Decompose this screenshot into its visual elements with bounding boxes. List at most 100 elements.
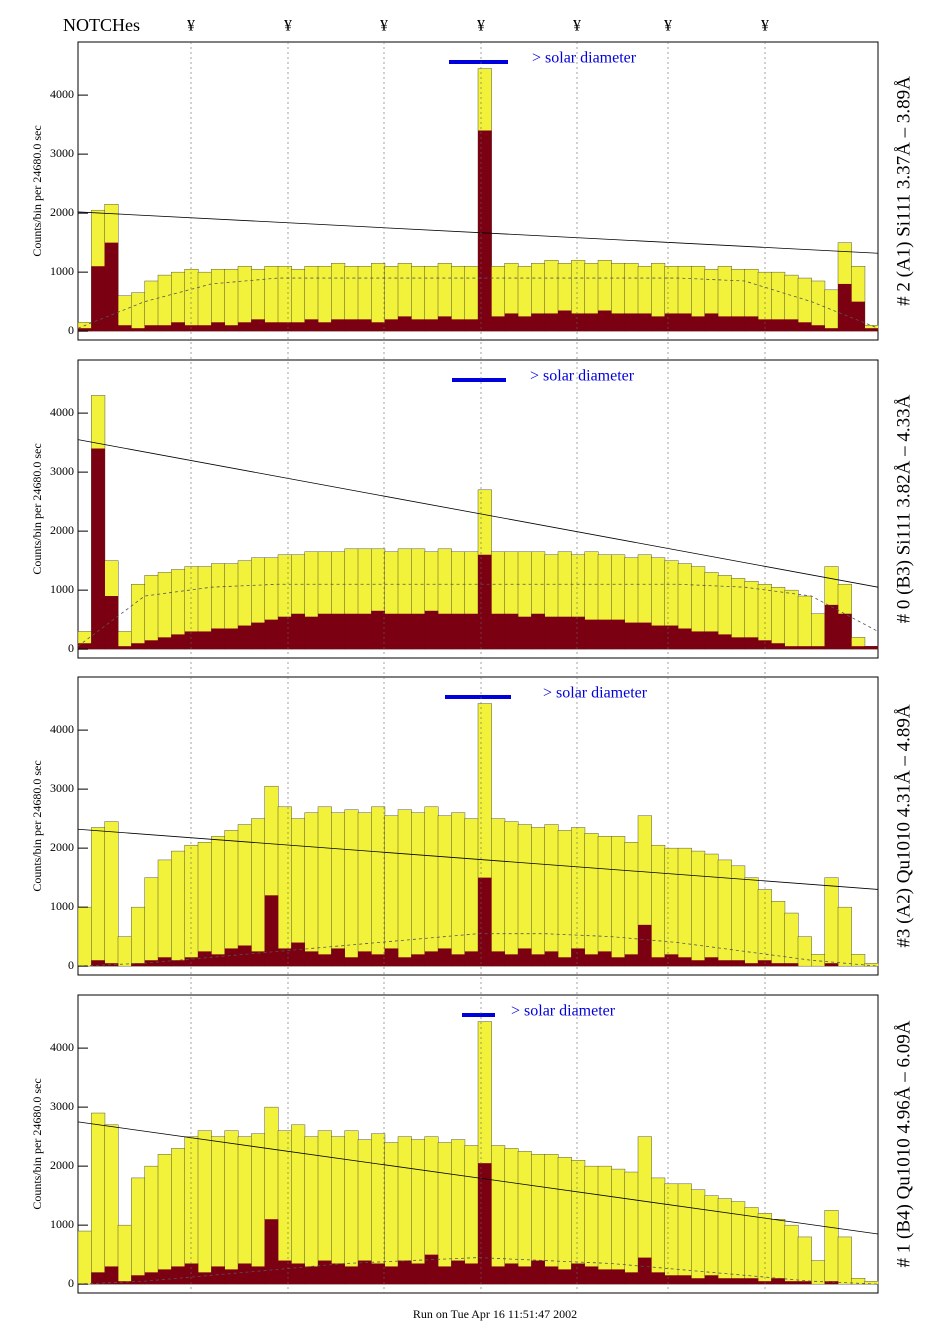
background-bar	[544, 951, 559, 967]
background-bar	[651, 1272, 665, 1285]
background-bar	[198, 951, 212, 967]
total-bar	[157, 274, 172, 332]
background-bar	[838, 613, 852, 650]
background-bar	[318, 322, 332, 332]
background-bar	[451, 954, 465, 967]
background-bar	[558, 957, 572, 967]
panel-label: # 1 (B4) Qu1010 4.96Å – 6.09Å	[893, 1020, 914, 1267]
total-bar	[157, 859, 172, 967]
background-bar	[518, 1266, 532, 1285]
solar-diameter-label: > solar diameter	[532, 50, 637, 67]
total-bar	[224, 1130, 239, 1285]
background-bar	[478, 130, 492, 332]
background-bar	[864, 646, 879, 650]
total-bar	[517, 1151, 532, 1285]
total-bar	[184, 844, 199, 967]
background-bar	[318, 954, 332, 967]
background-bar	[811, 325, 825, 332]
background-bar	[384, 319, 399, 332]
background-bar	[478, 1163, 492, 1285]
background-bar	[744, 316, 759, 332]
y-tick-label: 0	[68, 641, 74, 655]
total-bar	[584, 1165, 599, 1285]
background-bar	[638, 622, 652, 650]
background-bar	[704, 957, 719, 967]
total-bar	[251, 1133, 266, 1285]
background-bar	[171, 322, 185, 332]
total-bar	[624, 842, 639, 967]
background-bar	[398, 957, 412, 967]
background-bar	[571, 1263, 585, 1285]
background-bar	[384, 1266, 399, 1285]
total-bar	[651, 1177, 666, 1285]
background-bar	[104, 596, 119, 650]
total-bar	[504, 821, 519, 967]
background-bar	[291, 613, 305, 650]
background-bar	[704, 631, 719, 650]
background-bar	[144, 325, 159, 332]
background-bar	[131, 328, 145, 332]
background-bar	[744, 963, 759, 967]
total-bar	[317, 806, 332, 967]
y-axis-label: Counts/bin per 24680.0 sec	[30, 760, 44, 891]
y-tick-label: 4000	[50, 722, 74, 736]
total-bar	[104, 821, 119, 967]
notch-label: ¥	[380, 18, 388, 35]
background-bar	[771, 1278, 785, 1285]
background-bar	[731, 960, 745, 967]
background-bar	[398, 1260, 412, 1285]
total-bar	[264, 266, 279, 332]
total-bar	[424, 806, 439, 967]
background-bar	[478, 877, 492, 967]
background-bar	[251, 622, 265, 650]
background-bar	[584, 619, 599, 650]
background-bar	[438, 948, 452, 967]
background-bar	[571, 616, 585, 650]
background-bar	[371, 610, 385, 650]
background-bar	[118, 1281, 132, 1285]
notch-label: ¥	[573, 18, 581, 35]
background-bar	[598, 310, 612, 332]
total-bar	[344, 1130, 359, 1285]
background-bar	[344, 957, 359, 967]
total-bar	[91, 827, 106, 967]
total-bar	[384, 1142, 399, 1285]
background-bar	[531, 313, 545, 332]
total-bar	[677, 1183, 692, 1285]
background-bar	[371, 322, 385, 332]
total-bar	[197, 842, 212, 967]
background-bar	[558, 1269, 572, 1285]
background-bar	[718, 316, 732, 332]
total-bar	[611, 836, 626, 967]
background-bar	[718, 960, 732, 967]
background-bar	[504, 1263, 519, 1285]
total-bar	[317, 266, 332, 332]
total-bar	[211, 836, 226, 967]
background-bar	[304, 951, 319, 967]
background-bar	[424, 951, 439, 967]
total-bar	[131, 906, 146, 967]
total-bar	[411, 1139, 426, 1285]
panel-label: # 2 (A1) Si111 3.37Å – 3.89Å	[893, 76, 914, 306]
total-bar	[717, 1198, 732, 1285]
background-bar	[78, 643, 92, 650]
background-bar	[238, 625, 252, 650]
background-bar	[811, 646, 825, 650]
background-bar	[771, 319, 785, 332]
total-bar	[211, 1136, 226, 1285]
total-bar	[597, 1165, 612, 1285]
background-bar	[451, 613, 465, 650]
total-bar	[691, 850, 706, 967]
notch-label: ¥	[284, 18, 292, 35]
y-tick-label: 3000	[50, 1099, 74, 1113]
background-bar	[784, 1281, 799, 1285]
total-bar	[437, 1142, 452, 1285]
background-bar	[731, 316, 745, 332]
total-bar	[624, 1171, 639, 1285]
background-bar	[211, 628, 225, 650]
total-bar	[824, 1210, 839, 1285]
background-bar	[131, 963, 145, 967]
background-bar	[611, 957, 625, 967]
solar-diameter-label: > solar diameter	[543, 685, 648, 702]
